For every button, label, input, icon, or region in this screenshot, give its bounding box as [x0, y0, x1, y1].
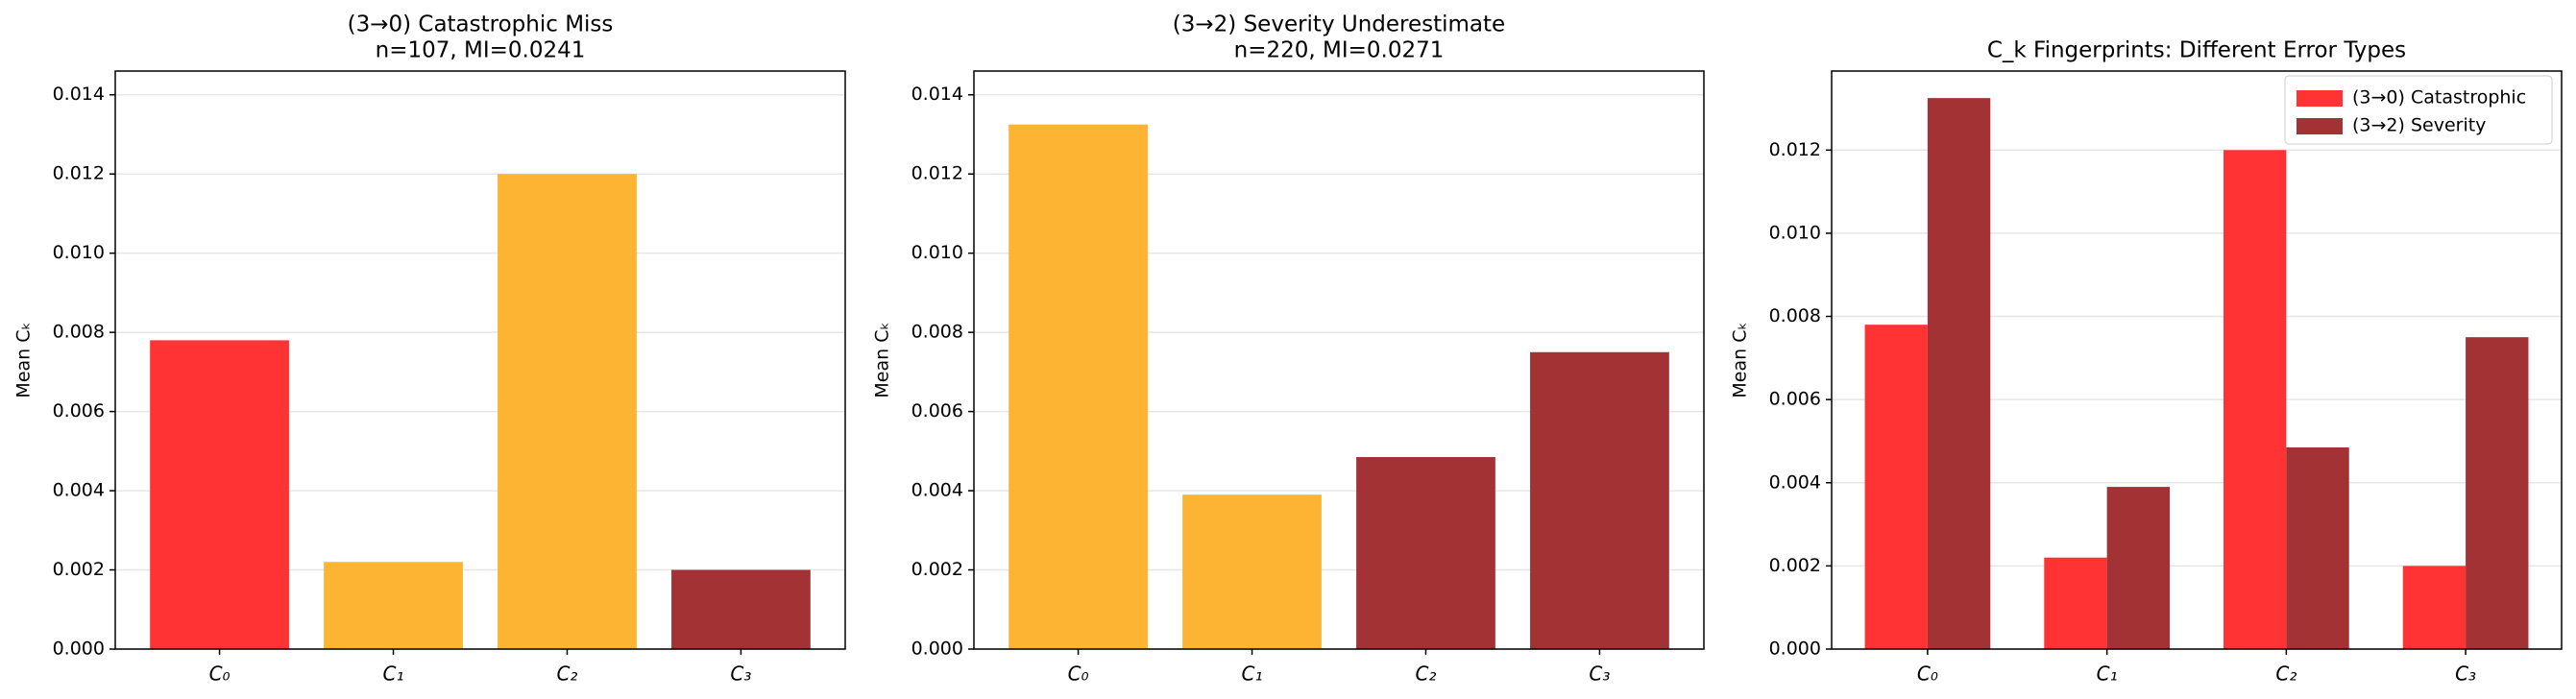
bar [1009, 124, 1148, 650]
y-tick-label: 0.002 [911, 559, 963, 580]
chart-title: (3→0) Catastrophic Miss [348, 12, 614, 37]
bar [671, 569, 811, 649]
legend-swatch [2297, 90, 2343, 107]
y-axis-label: Mean Cₖ [1730, 322, 1751, 398]
axes-frame [1831, 70, 2563, 650]
y-tick-label: 0.014 [53, 84, 105, 105]
y-tick-label: 0.008 [53, 322, 105, 343]
bar [2402, 566, 2467, 649]
x-tick-label: C₂ [2275, 663, 2297, 686]
axes-frame [114, 70, 846, 650]
x-tick-label: C₀ [209, 663, 231, 686]
y-tick-label: 0.000 [53, 639, 105, 660]
y-tick-label: 0.012 [1769, 139, 1821, 160]
x-tick-label: C₃ [2455, 663, 2476, 686]
y-tick-label: 0.004 [911, 480, 963, 501]
y-tick-label: 0.000 [1769, 639, 1821, 660]
bar [1864, 325, 1928, 649]
chart-subtitle: n=107, MI=0.0241 [376, 38, 586, 63]
y-axis-label: Mean Cₖ [13, 322, 35, 398]
bar [1356, 457, 1495, 649]
bar [150, 340, 289, 649]
x-tick-label: C₃ [1589, 663, 1610, 686]
x-tick-label: C₀ [1068, 663, 1089, 686]
y-tick-label: 0.002 [1769, 555, 1821, 576]
y-tick-label: 0.008 [911, 322, 963, 343]
x-tick-label: C₀ [1917, 663, 1938, 686]
chart-title: C_k Fingerprints: Different Error Types [1987, 38, 2406, 63]
x-tick-label: C₃ [730, 663, 751, 686]
bar [1530, 351, 1669, 649]
legend-label: (3→2) Severity [2352, 115, 2486, 136]
y-tick-label: 0.006 [1769, 389, 1821, 410]
bar [2044, 557, 2107, 649]
chart-subtitle: n=220, MI=0.0271 [1234, 38, 1445, 63]
bar [2466, 337, 2529, 649]
y-tick-label: 0.006 [911, 400, 963, 422]
bar [2224, 150, 2287, 649]
y-tick-label: 0.004 [1769, 471, 1821, 493]
x-tick-label: C₁ [1242, 663, 1263, 686]
y-tick-label: 0.006 [53, 400, 105, 422]
bar [498, 174, 637, 649]
axes-frame [973, 70, 1705, 650]
bar [1927, 98, 1991, 650]
bar [324, 562, 463, 649]
y-tick-label: 0.004 [53, 480, 105, 501]
y-tick-label: 0.002 [53, 559, 105, 580]
chart-title: (3→2) Severity Underestimate [1173, 12, 1505, 37]
y-tick-label: 0.008 [1769, 305, 1821, 326]
y-axis-label: Mean Cₖ [872, 322, 893, 398]
y-tick-label: 0.010 [53, 242, 105, 263]
legend-label: (3→0) Catastrophic [2352, 87, 2526, 108]
y-tick-label: 0.010 [911, 242, 963, 263]
x-tick-label: C₂ [1415, 663, 1436, 686]
y-tick-label: 0.010 [1769, 222, 1821, 243]
x-tick-label: C₁ [383, 663, 404, 686]
legend-box [2284, 75, 2553, 145]
y-tick-label: 0.000 [911, 639, 963, 660]
x-tick-label: C₂ [556, 663, 577, 686]
bar [2286, 446, 2349, 649]
y-tick-label: 0.012 [53, 163, 105, 184]
x-tick-label: C₁ [2097, 663, 2118, 686]
bar [2106, 487, 2170, 649]
bar [1182, 494, 1322, 649]
y-tick-label: 0.012 [911, 163, 963, 184]
y-tick-label: 0.014 [911, 84, 963, 105]
legend-swatch [2297, 118, 2343, 134]
